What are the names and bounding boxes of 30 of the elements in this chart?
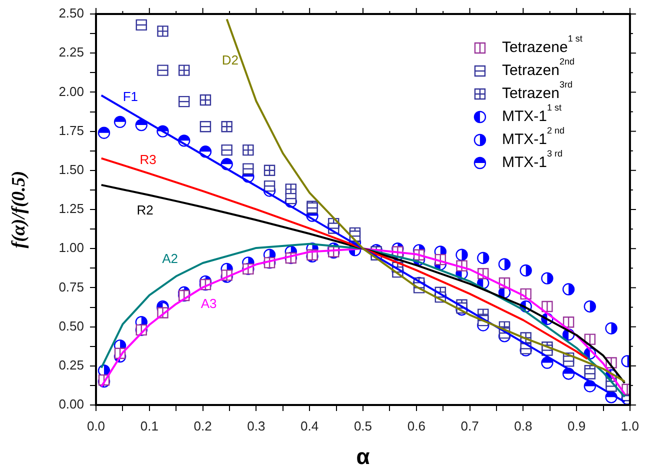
series-label: R2 <box>136 202 154 218</box>
y-tick-label: 2.50 <box>58 6 84 21</box>
x-tick-label: 0.2 <box>194 418 212 434</box>
y-tick-label: 2.00 <box>58 84 84 99</box>
x-tick-label: 0.1 <box>140 418 158 434</box>
x-tick-label: 1.0 <box>620 418 640 434</box>
x-tick-label: 0.8 <box>514 418 532 434</box>
y-tick-label: 0.50 <box>58 318 84 334</box>
series-label: A2 <box>162 250 178 266</box>
series-label: R3 <box>140 152 156 167</box>
y-axis-title: f(α)/f(0.5) <box>8 170 30 248</box>
y-tick-label: 0.00 <box>58 396 84 412</box>
y-tick-label: 0.25 <box>58 357 84 372</box>
series-label: F1 <box>122 89 138 104</box>
y-tick-label: 0.75 <box>58 279 84 294</box>
x-tick-label: 0.5 <box>354 418 372 434</box>
y-tick-label: 1.00 <box>58 240 84 256</box>
series-label: D2 <box>222 52 238 68</box>
x-axis-title: α <box>356 444 370 469</box>
x-tick-label: 0.3 <box>247 418 266 434</box>
y-tick-label: 2.25 <box>58 44 84 60</box>
y-tick-label: 1.25 <box>58 201 84 216</box>
series-label: A3 <box>200 296 217 311</box>
x-tick-label: 0.7 <box>460 418 479 434</box>
x-tick-label: 0.0 <box>86 418 106 434</box>
y-tick-label: 1.75 <box>58 122 84 138</box>
y-tick-label: 1.50 <box>58 162 84 177</box>
x-tick-label: 0.6 <box>407 418 426 434</box>
x-tick-label: 0.4 <box>300 418 319 434</box>
x-tick-label: 0.9 <box>568 418 586 434</box>
